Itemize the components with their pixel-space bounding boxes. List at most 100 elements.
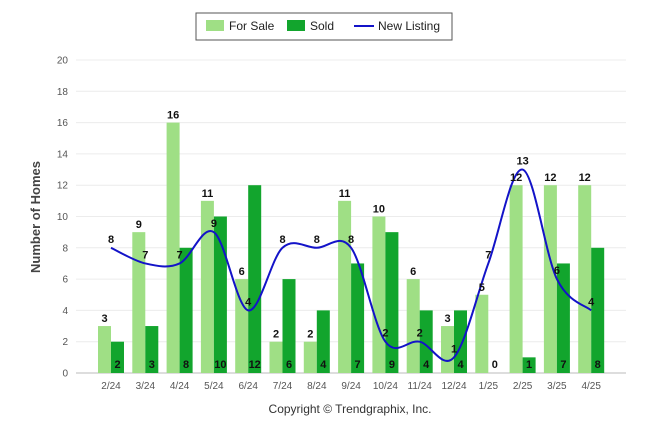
bar-for-sale <box>509 185 523 373</box>
y-tick-label: 8 <box>62 243 68 254</box>
label-for-sale: 3 <box>101 313 107 325</box>
label-for-sale: 2 <box>307 329 313 341</box>
label-sold: 6 <box>286 359 292 371</box>
bar-sold <box>145 326 159 373</box>
x-tick-label: 2/25 <box>513 381 533 392</box>
x-tick-label: 2/24 <box>101 381 121 392</box>
bar-for-sale <box>200 200 214 373</box>
bar-for-sale <box>372 216 386 373</box>
bar-for-sale <box>475 294 489 373</box>
label-sold: 1 <box>526 359 532 371</box>
label-new-listing: 4 <box>588 296 595 308</box>
bar-for-sale <box>578 185 592 373</box>
y-tick-label: 0 <box>62 369 68 380</box>
y-tick-label: 6 <box>62 275 68 286</box>
label-new-listing: 8 <box>314 234 320 246</box>
y-axis-label: Number of Homes <box>28 161 43 273</box>
label-sold: 4 <box>320 359 327 371</box>
label-new-listing: 1 <box>451 343 457 355</box>
label-new-listing: 8 <box>348 234 354 246</box>
x-tick-label: 4/25 <box>581 381 601 392</box>
bar-sold <box>213 216 227 373</box>
x-tick-label: 7/24 <box>273 381 293 392</box>
bar-for-sale <box>338 200 352 373</box>
label-new-listing: 7 <box>485 249 491 261</box>
legend-swatch-sold <box>287 20 305 31</box>
legend-label-for-sale: For Sale <box>229 19 275 33</box>
bar-sold <box>248 185 262 373</box>
label-sold: 0 <box>492 359 498 371</box>
bar-for-sale <box>235 279 249 373</box>
label-for-sale: 9 <box>136 219 142 231</box>
y-tick-label: 14 <box>57 149 69 160</box>
y-tick-label: 16 <box>57 118 69 129</box>
bar-for-sale <box>406 279 420 373</box>
label-sold: 2 <box>114 359 120 371</box>
bar-for-sale <box>166 122 180 373</box>
bar-sold <box>111 341 124 373</box>
label-new-listing: 4 <box>245 296 252 308</box>
label-sold: 7 <box>560 359 566 371</box>
label-sold: 7 <box>355 359 361 371</box>
label-sold: 4 <box>457 359 464 371</box>
bar-sold <box>454 310 467 373</box>
label-sold: 10 <box>214 359 226 371</box>
label-new-listing: 7 <box>142 249 148 261</box>
x-axis-ticks: 2/24 3/24 4/24 5/24 6/24 7/24 8/24 9/24 10/24 11/… <box>101 381 601 392</box>
label-for-sale: 2 <box>273 329 279 341</box>
y-tick-label: 18 <box>57 87 69 98</box>
bar-sold <box>419 310 433 373</box>
bar-for-sale <box>132 232 146 373</box>
label-for-sale: 11 <box>339 188 351 200</box>
copyright-footer: Copyright © Trendgraphix, Inc. <box>269 402 432 416</box>
label-for-sale: 6 <box>410 266 416 278</box>
label-for-sale: 3 <box>444 313 450 325</box>
bar-for-sale <box>98 326 111 373</box>
label-for-sale: 16 <box>167 110 179 122</box>
label-for-sale: 12 <box>544 172 556 184</box>
x-tick-label: 12/24 <box>441 381 466 392</box>
y-tick-label: 4 <box>62 306 68 317</box>
x-tick-label: 3/25 <box>547 381 567 392</box>
y-tick-label: 12 <box>57 181 69 192</box>
label-new-listing: 6 <box>554 265 560 277</box>
y-tick-label: 20 <box>57 56 69 67</box>
label-sold: 8 <box>183 359 189 371</box>
label-sold: 9 <box>389 359 395 371</box>
bar-sold <box>351 263 365 373</box>
label-new-listing: 8 <box>108 234 114 246</box>
bar-sold <box>179 247 193 373</box>
legend-label-sold: Sold <box>310 19 334 33</box>
x-tick-label: 8/24 <box>307 381 327 392</box>
x-tick-label: 1/25 <box>479 381 499 392</box>
label-for-sale: 5 <box>479 282 485 294</box>
y-tick-label: 2 <box>62 337 68 348</box>
y-axis-ticks: 0 2 4 6 8 10 12 14 16 18 20 <box>57 56 69 380</box>
label-sold: 12 <box>249 359 261 371</box>
label-for-sale: 11 <box>202 188 214 200</box>
x-tick-label: 5/24 <box>204 381 224 392</box>
bar-sold <box>316 310 330 373</box>
label-new-listing: 13 <box>516 156 528 168</box>
x-tick-label: 10/24 <box>373 381 398 392</box>
bar-sold <box>282 279 296 373</box>
bar-sold <box>556 263 570 373</box>
label-sold: 3 <box>149 359 155 371</box>
legend-label-new-listing: New Listing <box>378 19 440 33</box>
label-for-sale: 12 <box>579 172 591 184</box>
legend: For Sale Sold New Listing <box>195 12 453 41</box>
label-for-sale: 10 <box>373 204 385 216</box>
y-tick-label: 10 <box>57 212 69 223</box>
bar-sold <box>591 247 605 373</box>
label-new-listing: 7 <box>177 249 183 261</box>
label-new-listing: 9 <box>211 218 217 230</box>
legend-frame <box>195 12 453 41</box>
bar-sold <box>522 357 536 373</box>
bar-for-sale <box>543 185 557 373</box>
x-tick-label: 11/24 <box>408 381 433 392</box>
bar-for-sale <box>269 341 283 373</box>
x-tick-label: 9/24 <box>341 381 361 392</box>
label-new-listing: 2 <box>417 328 423 340</box>
